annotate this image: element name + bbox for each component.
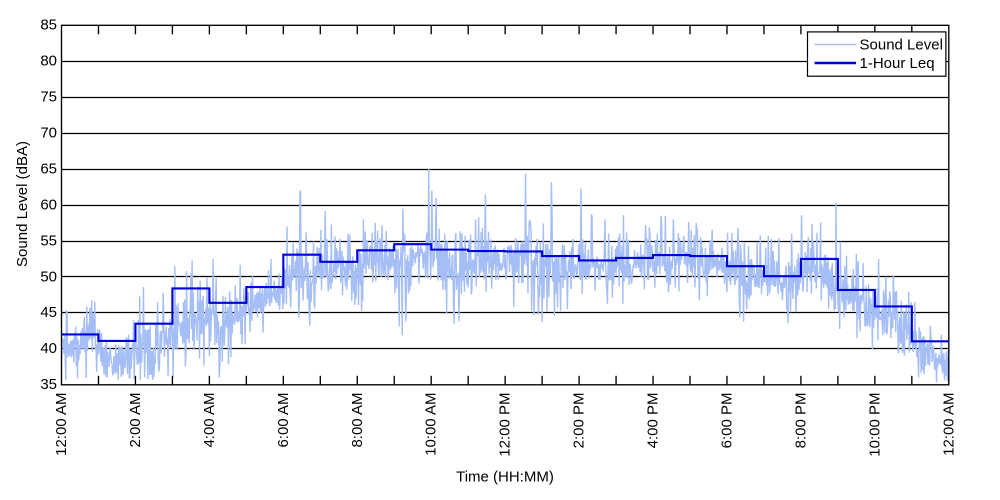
- svg-text:4:00 AM: 4:00 AM: [201, 393, 218, 448]
- svg-text:1-Hour Leq: 1-Hour Leq: [860, 55, 935, 72]
- svg-text:10:00 PM: 10:00 PM: [866, 393, 883, 457]
- svg-text:35: 35: [40, 376, 57, 393]
- svg-text:45: 45: [40, 304, 57, 321]
- svg-text:12:00 PM: 12:00 PM: [497, 393, 514, 457]
- svg-text:Sound Level (dBA): Sound Level (dBA): [14, 141, 31, 267]
- svg-text:2:00 AM: 2:00 AM: [127, 393, 144, 448]
- svg-text:6:00 PM: 6:00 PM: [718, 393, 735, 449]
- svg-text:85: 85: [40, 17, 57, 34]
- svg-text:6:00 AM: 6:00 AM: [275, 393, 292, 448]
- svg-text:60: 60: [40, 196, 57, 213]
- svg-text:Time (HH:MM): Time (HH:MM): [456, 469, 554, 486]
- svg-text:12:00 AM: 12:00 AM: [940, 393, 957, 456]
- svg-text:55: 55: [40, 232, 57, 249]
- svg-text:50: 50: [40, 268, 57, 285]
- svg-text:70: 70: [40, 124, 57, 141]
- svg-text:40: 40: [40, 340, 57, 357]
- svg-text:80: 80: [40, 53, 57, 70]
- svg-text:75: 75: [40, 89, 57, 106]
- svg-text:Sound Level: Sound Level: [860, 36, 943, 53]
- svg-text:10:00 AM: 10:00 AM: [423, 393, 440, 456]
- svg-text:65: 65: [40, 160, 57, 177]
- svg-text:8:00 AM: 8:00 AM: [349, 393, 366, 448]
- svg-text:4:00 PM: 4:00 PM: [645, 393, 662, 449]
- svg-text:12:00 AM: 12:00 AM: [53, 393, 70, 456]
- svg-text:2:00 PM: 2:00 PM: [571, 393, 588, 449]
- svg-text:8:00 PM: 8:00 PM: [792, 393, 809, 449]
